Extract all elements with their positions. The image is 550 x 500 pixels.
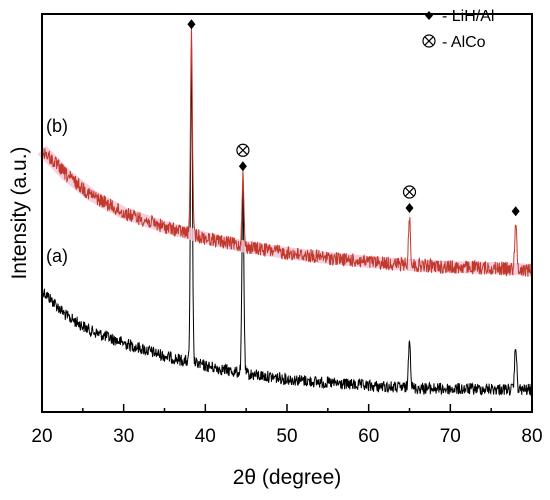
curve-label-a: (a) [46,246,68,266]
x-tick-label-80: 80 [521,426,542,447]
x-tick-label-40: 40 [195,426,216,447]
x-axis-title: 2θ (degree) [233,466,342,489]
diamond-icon [238,161,247,172]
diamond-icon [425,11,433,20]
legend: - LiH/Al - AlCo [422,8,494,51]
x-tick-label-30: 30 [113,426,134,447]
series-b [37,27,534,278]
x-tick-label-70: 70 [440,426,461,447]
series-a-line [41,57,533,397]
peak-markers [187,19,520,217]
circled-cross-icon [422,34,436,48]
diamond-icon [405,203,414,213]
circled-cross-icon [236,143,250,157]
diamond-icon [187,19,196,30]
y-axis-title: Intensity (a.u.) [8,146,31,279]
diamond-icon [511,206,520,217]
circled-cross-icon [402,185,417,199]
series-b-line [41,27,533,278]
x-axis-ticks [41,404,533,412]
legend-label-alco: - AlCo [442,34,486,51]
legend-item-lih-al: - LiH/Al [425,8,494,25]
legend-item-alco: - AlCo [422,34,486,51]
x-tick-label-60: 60 [358,426,379,447]
x-tick-label-50: 50 [276,426,297,447]
x-tick-label-20: 20 [31,426,52,447]
x-axis-tick-labels: 20 30 40 50 60 70 80 [31,426,542,447]
curve-label-b: (b) [46,116,68,136]
legend-label-lih-al: - LiH/Al [442,8,494,25]
series-a [41,57,533,397]
